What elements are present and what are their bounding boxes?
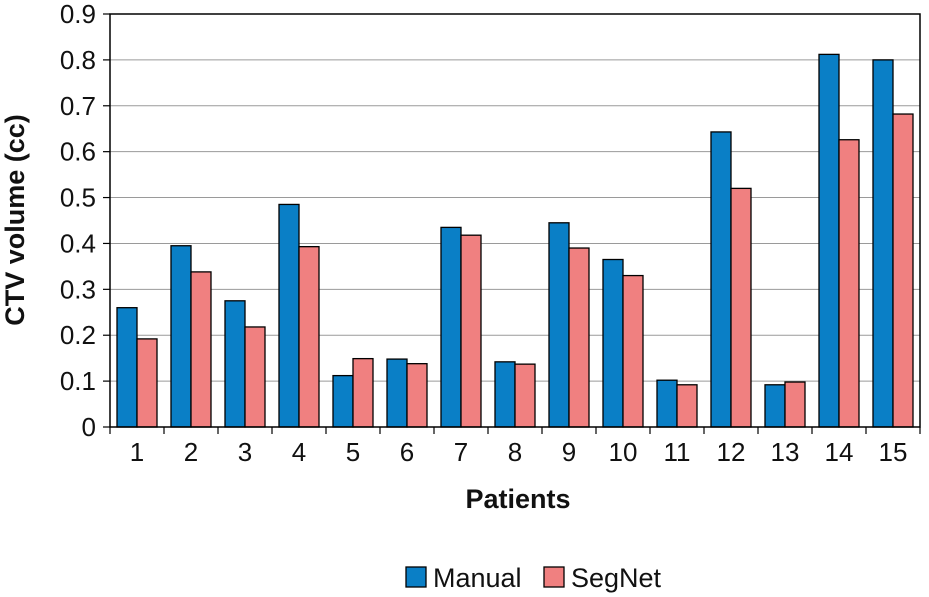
x-tick-label: 7: [454, 437, 468, 467]
y-tick-label: 0.2: [60, 320, 96, 350]
bar-segnet-5: [352, 357, 374, 428]
x-tick-label: 5: [346, 437, 360, 467]
y-tick-label: 0.7: [60, 91, 96, 121]
legend-label-segnet: SegNet: [571, 563, 662, 593]
legend-swatch-segnet: [543, 566, 565, 588]
bars: [116, 53, 914, 428]
bar-manual-10: [602, 258, 624, 428]
bar-manual-4: [278, 203, 300, 428]
x-tick-label: 12: [717, 437, 746, 467]
x-tick-label: 13: [771, 437, 800, 467]
y-tick-label: 0: [82, 412, 96, 442]
x-tick-label: 4: [292, 437, 306, 467]
x-tick-label: 15: [879, 437, 908, 467]
bar-manual-14: [818, 53, 840, 428]
bar-segnet-11: [676, 384, 698, 428]
x-tick-label: 9: [562, 437, 576, 467]
y-axis-title: CTV volume (cc): [0, 114, 30, 326]
y-tick-label: 0.4: [60, 228, 96, 258]
y-tick-label: 0.5: [60, 183, 96, 213]
bar-segnet-1: [136, 338, 158, 428]
bar-segnet-9: [568, 247, 590, 428]
x-tick-label: 2: [184, 437, 198, 467]
x-tick-label: 3: [238, 437, 252, 467]
bar-manual-12: [710, 131, 732, 428]
bar-manual-3: [224, 300, 246, 428]
x-tick-label: 14: [825, 437, 854, 467]
bar-segnet-8: [514, 363, 536, 428]
x-tick-label: 1: [130, 437, 144, 467]
plot-area-frame: [109, 13, 921, 428]
y-tick-label: 0.1: [60, 366, 96, 396]
x-tick-label: 8: [508, 437, 522, 467]
y-axis-ticks: 0 0.1 0.2 0.3 0.4 0.5 0.6 0.7 0.8 0.9: [60, 0, 110, 442]
y-tick-label: 0.3: [60, 274, 96, 304]
bar-manual-13: [764, 384, 786, 428]
bar-segnet-15: [892, 113, 914, 428]
bar-segnet-10: [622, 274, 644, 428]
bar-manual-7: [440, 226, 462, 428]
bar-segnet-6: [406, 363, 428, 428]
bar-segnet-14: [838, 139, 860, 428]
bar-manual-11: [656, 379, 678, 428]
bar-manual-1: [116, 307, 138, 428]
bar-manual-8: [494, 361, 516, 428]
legend-label-manual: Manual: [433, 563, 522, 593]
bar-segnet-7: [460, 234, 482, 428]
x-axis-ticks: 1 2 3 4 5 6 7 8 9 10 11 12 13 14 15: [109, 427, 921, 467]
x-tick-label: 10: [609, 437, 638, 467]
legend-swatch-manual: [405, 566, 427, 588]
bar-segnet-3: [244, 326, 266, 428]
bar-manual-5: [332, 374, 354, 428]
bar-segnet-12: [730, 187, 752, 428]
bar-manual-6: [386, 358, 408, 428]
bar-segnet-13: [784, 381, 806, 428]
x-tick-label: 11: [664, 437, 691, 467]
bar-segnet-4: [298, 246, 320, 428]
x-axis-title: Patients: [465, 484, 570, 514]
y-tick-label: 0.8: [60, 45, 96, 75]
y-tick-label: 0.6: [60, 137, 96, 167]
y-tick-label: 0.9: [60, 0, 96, 29]
bar-segnet-2: [190, 271, 212, 428]
x-tick-label: 6: [400, 437, 414, 467]
bar-manual-15: [872, 59, 894, 428]
bar-manual-2: [170, 245, 192, 428]
legend: Manual SegNet: [405, 563, 662, 593]
bar-manual-9: [548, 222, 570, 428]
